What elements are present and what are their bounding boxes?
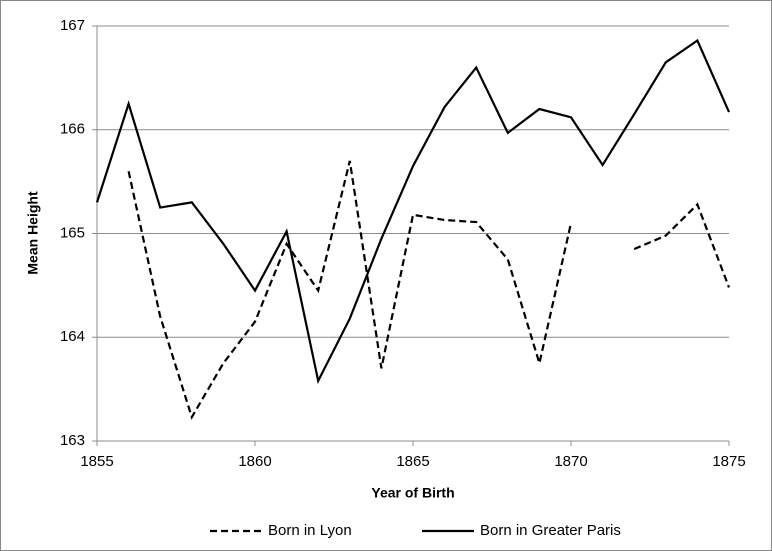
x-tick-label: 1860	[238, 453, 271, 470]
line-series	[127, 160, 731, 420]
x-axis-title: Year of Birth	[371, 485, 454, 501]
y-tick-label: 164	[60, 328, 85, 345]
x-tick-label: 1875	[712, 453, 745, 470]
y-axis-title: Mean Height	[25, 191, 41, 275]
y-tick-label: 166	[60, 121, 85, 138]
y-tick-label: 165	[60, 224, 85, 241]
legend-label: Born in Lyon	[268, 522, 352, 539]
line-series	[95, 38, 731, 385]
x-tick-label: 1855	[80, 453, 113, 470]
y-tick-label: 167	[60, 17, 85, 34]
y-tick-label: 163	[60, 432, 85, 449]
x-tick-label: 1870	[554, 453, 587, 470]
legend-label: Born in Greater Paris	[480, 522, 621, 539]
x-tick-label: 1865	[396, 453, 429, 470]
